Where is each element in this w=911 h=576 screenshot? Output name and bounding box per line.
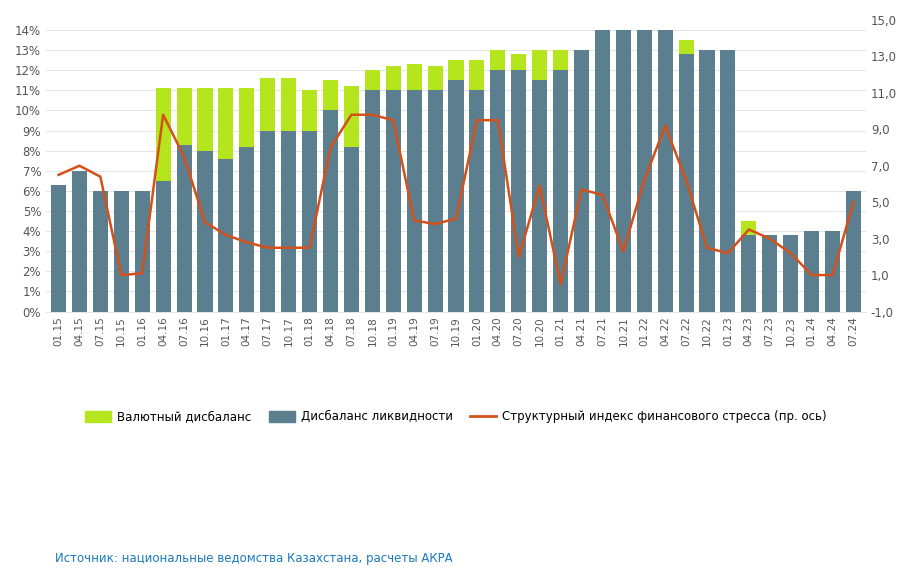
Bar [93, 191, 107, 312]
Bar [511, 70, 526, 312]
Bar [156, 181, 170, 312]
Bar [448, 60, 463, 80]
Bar [741, 235, 755, 312]
Bar [135, 191, 149, 312]
Bar [594, 30, 609, 312]
Bar [845, 191, 860, 312]
Bar [531, 80, 547, 312]
Bar [302, 90, 317, 131]
Bar [239, 88, 254, 147]
Bar [114, 191, 128, 312]
Bar [469, 90, 484, 312]
Bar [699, 50, 714, 312]
Bar [406, 90, 421, 312]
Bar [322, 111, 338, 312]
Bar [741, 221, 755, 235]
Bar [678, 54, 693, 312]
Legend: Валютный дисбаланс, Дисбаланс ликвидности, Структурный индекс финансового стресс: Валютный дисбаланс, Дисбаланс ликвидност… [80, 406, 831, 428]
Bar [469, 60, 484, 90]
Bar [531, 50, 547, 80]
Bar [218, 159, 233, 312]
Bar [197, 88, 212, 151]
Bar [427, 90, 442, 312]
Bar [804, 231, 818, 312]
Bar [490, 50, 505, 70]
Bar [511, 54, 526, 70]
Bar [260, 131, 275, 312]
Bar [552, 50, 568, 70]
Bar [824, 231, 839, 312]
Bar [177, 88, 191, 145]
Bar [322, 80, 338, 111]
Bar [302, 131, 317, 312]
Bar [448, 80, 463, 312]
Bar [177, 145, 191, 312]
Bar [490, 70, 505, 312]
Bar [636, 30, 651, 312]
Bar [343, 147, 359, 312]
Bar [281, 131, 296, 312]
Bar [783, 235, 797, 312]
Bar [72, 170, 87, 312]
Text: Источник: национальные ведомства Казахстана, расчеты АКРА: Источник: национальные ведомства Казахст… [55, 552, 452, 564]
Bar [552, 70, 568, 312]
Bar [239, 147, 254, 312]
Bar [720, 50, 734, 312]
Bar [51, 185, 66, 312]
Bar [678, 40, 693, 54]
Bar [343, 86, 359, 147]
Bar [364, 90, 380, 312]
Bar [657, 30, 672, 312]
Bar [762, 235, 776, 312]
Bar [573, 50, 589, 312]
Bar [385, 66, 400, 90]
Bar [156, 88, 170, 181]
Bar [427, 66, 442, 90]
Bar [615, 30, 630, 312]
Bar [385, 90, 400, 312]
Bar [260, 78, 275, 131]
Bar [218, 88, 233, 159]
Bar [406, 65, 421, 90]
Bar [364, 70, 380, 90]
Bar [197, 151, 212, 312]
Bar [281, 78, 296, 131]
